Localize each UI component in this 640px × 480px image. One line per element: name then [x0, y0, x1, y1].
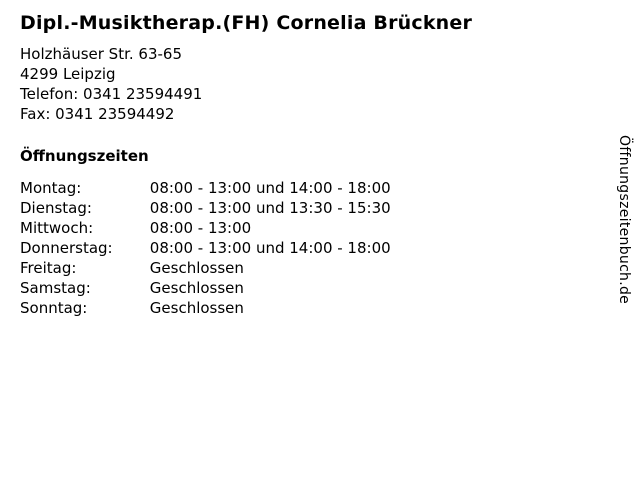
time-value: Geschlossen: [149, 259, 244, 277]
time-value: 08:00 - 13:00 und 13:30 - 15:30: [149, 199, 391, 217]
address-block: Holzhäuser Str. 63-65 4299 Leipzig Telef…: [20, 44, 600, 124]
hours-row-mittwoch: Mittwoch: 08:00 - 13:00: [20, 218, 600, 238]
hours-row-donnerstag: Donnerstag: 08:00 - 13:00 und 14:00 - 18…: [20, 238, 600, 258]
business-name-title: Dipl.-Musiktherap.(FH) Cornelia Brückner: [20, 12, 473, 34]
opening-hours-heading: Öffnungszeiten: [20, 147, 149, 165]
hours-row-sonntag: Sonntag: Geschlossen: [20, 298, 600, 318]
site-branding-watermark: Öffnungszeitenbuch.de: [616, 135, 632, 305]
time-value: 08:00 - 13:00 und 14:00 - 18:00: [149, 179, 391, 197]
day-label: Dienstag:: [20, 199, 92, 217]
day-label: Donnerstag:: [20, 239, 113, 257]
day-label: Sonntag:: [20, 299, 88, 317]
main-content: Dipl.-Musiktherap.(FH) Cornelia Brückner…: [20, 12, 600, 318]
hours-row-samstag: Samstag: Geschlossen: [20, 278, 600, 298]
time-value: 08:00 - 13:00 und 14:00 - 18:00: [149, 239, 391, 257]
opening-hours-table: Montag: 08:00 - 13:00 und 14:00 - 18:00 …: [20, 178, 600, 318]
telefon-line: Telefon: 0341 23594491: [20, 85, 203, 103]
day-label: Montag:: [20, 179, 82, 197]
fax-line: Fax: 0341 23594492: [20, 105, 175, 123]
time-value: Geschlossen: [149, 279, 244, 297]
city-line: 4299 Leipzig: [20, 65, 116, 83]
street-line: Holzhäuser Str. 63-65: [20, 45, 182, 63]
day-label: Samstag:: [20, 279, 91, 297]
hours-row-dienstag: Dienstag: 08:00 - 13:00 und 13:30 - 15:3…: [20, 198, 600, 218]
day-label: Mittwoch:: [20, 219, 94, 237]
time-value: Geschlossen: [149, 299, 244, 317]
time-value: 08:00 - 13:00: [149, 219, 252, 237]
hours-row-montag: Montag: 08:00 - 13:00 und 14:00 - 18:00: [20, 178, 600, 198]
hours-row-freitag: Freitag: Geschlossen: [20, 258, 600, 278]
day-label: Freitag:: [20, 259, 77, 277]
